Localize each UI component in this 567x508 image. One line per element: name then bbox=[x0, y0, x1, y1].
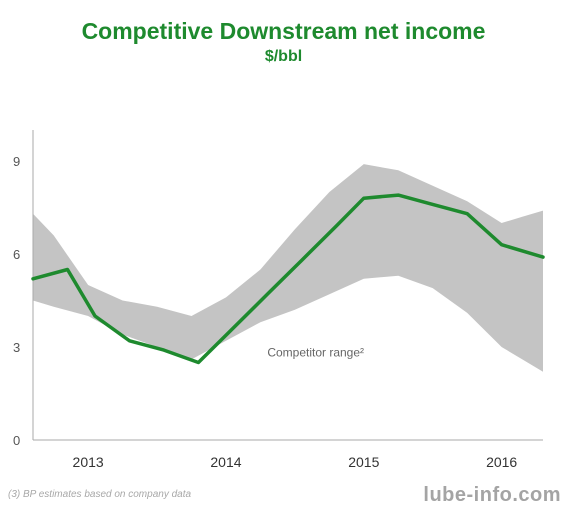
watermark: lube-info.com bbox=[423, 484, 561, 506]
source-footnote: (3) BP estimates based on company data bbox=[8, 489, 192, 500]
y-tick-label: 3 bbox=[13, 340, 20, 355]
x-tick-label: 2014 bbox=[210, 454, 241, 470]
y-tick-label: 6 bbox=[13, 247, 20, 262]
chart-subtitle: $/bbl bbox=[264, 48, 303, 65]
x-tick-label: 2013 bbox=[73, 454, 104, 470]
x-tick-label: 2015 bbox=[348, 454, 379, 470]
y-tick-label: 0 bbox=[13, 433, 20, 448]
competitor-range-label: Competitor range² bbox=[267, 345, 364, 359]
y-tick-label: 9 bbox=[13, 154, 20, 169]
competitor-range-band bbox=[33, 164, 543, 372]
chart-title: Competitive Downstream net income bbox=[81, 18, 486, 44]
x-tick-label: 2016 bbox=[486, 454, 517, 470]
net-income-line bbox=[31, 193, 545, 365]
